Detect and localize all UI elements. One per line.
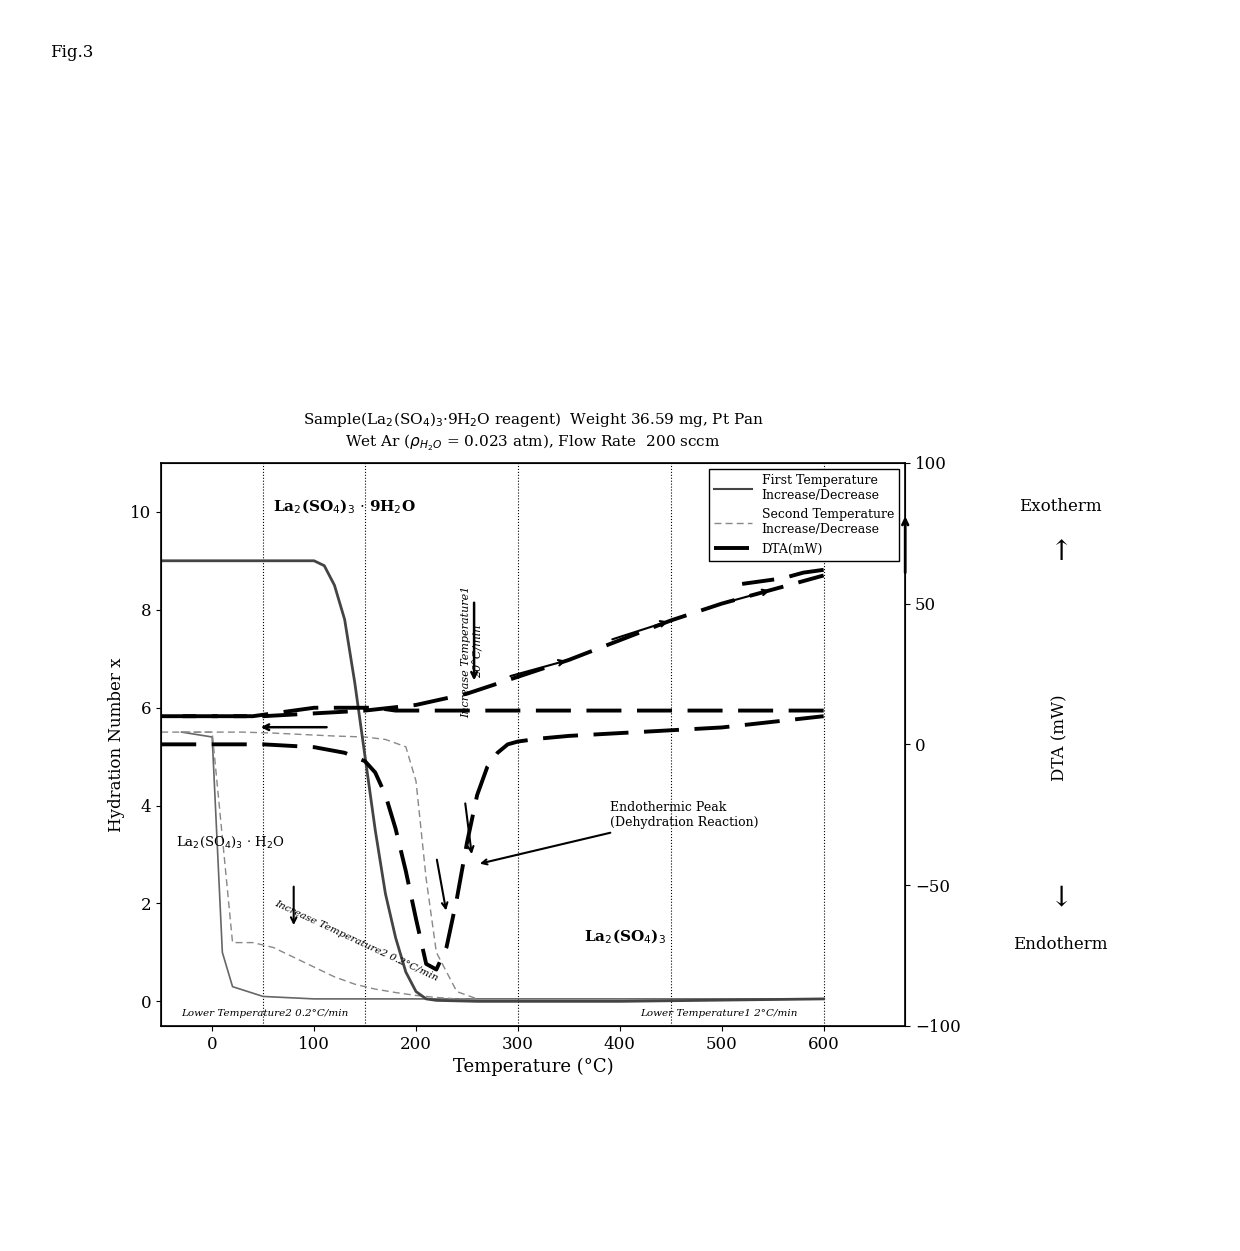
X-axis label: Temperature (°C): Temperature (°C) — [453, 1058, 614, 1076]
Text: ↑: ↑ — [1049, 539, 1071, 567]
Text: ↓: ↓ — [1049, 884, 1071, 912]
Text: Endothermic Peak
(Dehydration Reaction): Endothermic Peak (Dehydration Reaction) — [482, 802, 758, 864]
Legend: First Temperature
Increase/Decrease, Second Temperature
Increase/Decrease, DTA(m: First Temperature Increase/Decrease, Sec… — [709, 469, 899, 560]
Y-axis label: Hydration Number x: Hydration Number x — [108, 657, 125, 832]
Text: La$_2$(SO$_4$)$_3$ $\cdot$ H$_2$O: La$_2$(SO$_4$)$_3$ $\cdot$ H$_2$O — [176, 834, 285, 851]
Text: Endotherm: Endotherm — [1013, 936, 1107, 953]
Text: La$_2$(SO$_4$)$_3$: La$_2$(SO$_4$)$_3$ — [584, 928, 666, 946]
Text: Lower Temperature1 2°C/min: Lower Temperature1 2°C/min — [640, 1008, 797, 1017]
Text: La$_2$(SO$_4$)$_3$ $\cdot$ 9H$_2$O: La$_2$(SO$_4$)$_3$ $\cdot$ 9H$_2$O — [273, 497, 415, 515]
Text: Fig.3: Fig.3 — [50, 44, 93, 61]
Title: Sample(La$_2$(SO$_4$)$_3$$\cdot$9H$_2$O reagent)  Weight 36.59 mg, Pt Pan
Wet Ar: Sample(La$_2$(SO$_4$)$_3$$\cdot$9H$_2$O … — [303, 410, 764, 453]
Text: Increase Temperature1
20°C/min: Increase Temperature1 20°C/min — [461, 585, 484, 718]
Text: Lower Temperature2 0.2°C/min: Lower Temperature2 0.2°C/min — [181, 1008, 348, 1017]
Text: DTA (mW): DTA (mW) — [1052, 694, 1069, 782]
Text: Increase Temperature2 0.2°C/min: Increase Temperature2 0.2°C/min — [273, 898, 440, 982]
Text: Exotherm: Exotherm — [1019, 498, 1101, 515]
